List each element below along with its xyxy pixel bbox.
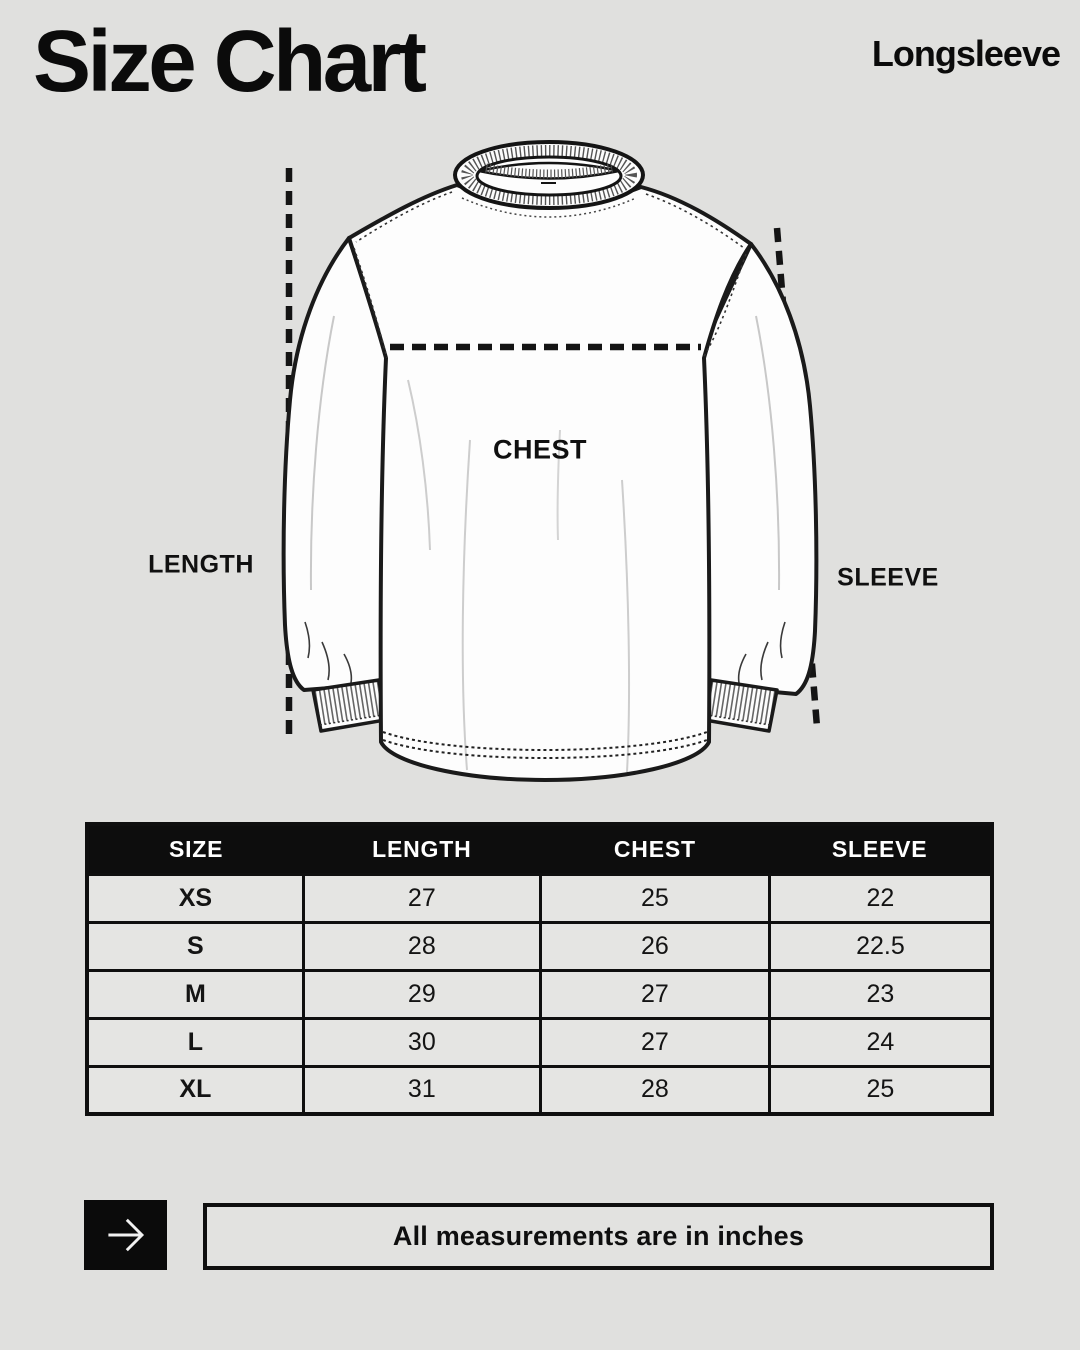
chest-cell: 27 — [538, 968, 771, 1020]
size-cell: M — [85, 968, 305, 1020]
product-name: Longsleeve — [871, 33, 1061, 74]
table-row: M 29 27 23 — [85, 968, 994, 1020]
length-cell: 30 — [301, 1016, 542, 1068]
table-header-sleeve: SLEEVE — [769, 824, 992, 874]
right-cuff — [703, 678, 779, 733]
table-header-length: LENGTH — [303, 824, 541, 874]
chest-cell: 27 — [538, 1016, 771, 1068]
chest-cell: 26 — [538, 920, 771, 972]
chest-label: CHEST — [492, 434, 588, 465]
arrow-right-icon — [107, 1218, 144, 1252]
table-row: XS 27 25 22 — [85, 872, 994, 924]
sleeve-cell: 24 — [767, 1016, 994, 1068]
garment-diagram: LENGTH CHEST SLEEVE — [0, 130, 1080, 790]
longsleeve-flat-sketch — [281, 140, 821, 782]
sleeve-label: SLEEVE — [837, 563, 939, 592]
chest-cell: 28 — [538, 1064, 771, 1116]
length-label: LENGTH — [148, 550, 254, 579]
measurement-note: All measurements are in inches — [203, 1203, 994, 1270]
sleeve-cell: 25 — [767, 1064, 994, 1116]
sleeve-cell: 22.5 — [767, 920, 994, 972]
chest-cell: 25 — [538, 872, 771, 924]
hem-stitches — [382, 731, 708, 751]
table-row: L 30 27 24 — [85, 1016, 994, 1068]
table-row: XL 31 28 25 — [85, 1064, 994, 1116]
size-cell: L — [85, 1016, 305, 1068]
length-cell: 29 — [301, 968, 542, 1020]
size-cell: XS — [85, 872, 305, 924]
length-cell: 28 — [301, 920, 542, 972]
left-cuff — [311, 678, 387, 733]
sleeve-cell: 22 — [767, 872, 994, 924]
page-title: Size Chart — [33, 13, 427, 110]
measurement-note-text: All measurements are in inches — [392, 1221, 805, 1251]
sleeve-cell: 23 — [767, 968, 994, 1020]
size-cell: S — [85, 920, 305, 972]
size-cell: XL — [85, 1064, 305, 1116]
table-row: S 28 26 22.5 — [85, 920, 994, 972]
table-header-chest: CHEST — [540, 824, 770, 874]
table-header-row: SIZE LENGTH CHEST SLEEVE — [87, 824, 992, 874]
length-cell: 27 — [301, 872, 542, 924]
size-table: SIZE LENGTH CHEST SLEEVE XS 27 25 22 S 2… — [85, 822, 994, 1116]
collar — [453, 140, 645, 210]
table-header-size: SIZE — [87, 824, 304, 874]
shirt-body — [347, 183, 753, 782]
next-arrow-button[interactable] — [84, 1200, 167, 1270]
length-cell: 31 — [301, 1064, 542, 1116]
